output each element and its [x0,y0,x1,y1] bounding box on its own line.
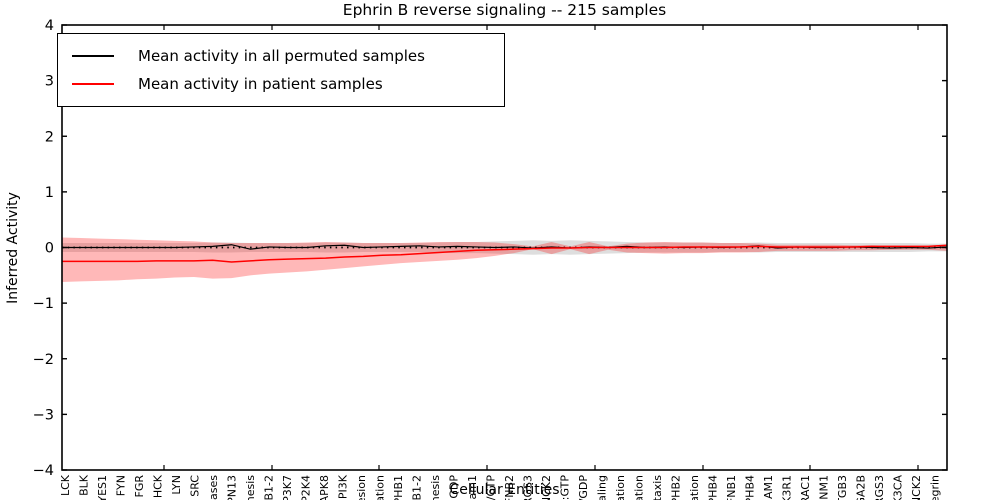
legend-label-patient: Mean activity in patient samples [138,75,383,93]
x-category-label: endothelial cell migration [374,475,387,500]
y-tick-label: 0 [45,241,54,257]
y-tick-label: 3 [45,74,54,90]
x-category-label: EPHB1 [392,475,405,500]
x-category-label: LYN [170,475,183,495]
x-category-label: Ephrin B1/EPHB1-2 [263,475,276,500]
x-category-label: cell adhesion [355,475,368,500]
x-category-label: HCK [152,474,165,498]
x-category-label: RAC1 [799,475,812,500]
x-category-label: PIK3CA [892,475,905,500]
x-category-label: MAPK8 [318,475,331,500]
x-category-label: Rac1/GTP [485,475,498,500]
legend-label-permuted: Mean activity in all permuted samples [138,47,425,65]
x-category-label: EPHB4 [744,475,757,500]
x-category-label: RGS3 [873,475,886,500]
band-1 [62,237,947,282]
x-category-label: Ephrin B1/EPHB1-2/RGS3 [522,475,535,500]
x-category-label: EPHB2 [670,475,683,500]
x-category-label: Rac1/GDP [577,475,590,500]
x-category-label: Ephrin B2/EPHB1-2 [411,475,424,500]
x-category-label: alphaIIb/beta3 Integrin [929,475,942,500]
x-category-label: MAP3K7 [281,475,294,500]
x-category-label: YES1 [96,475,109,500]
x-category-label: regulation of focal adhesion formation [614,475,627,500]
x-category-label: EFNB2 [503,475,516,500]
x-category-label: PI3K [337,474,350,499]
x-category-label: Ephrin B1/EPHB1-2/Tiam1 [466,475,479,500]
legend-entry-patient: Mean activity in patient samples [72,70,490,98]
x-category-label: Ephrin B1/EPHB1-2/NCK2 [540,475,553,500]
x-axis-label: Cellular Entities [449,482,560,498]
legend-line-patient-icon [72,83,114,85]
x-category-label: neuron projection morphogenesis [429,475,442,500]
x-category-label: mol:GTP [559,475,572,500]
y-tick-label: 1 [45,185,54,201]
x-category-label: ITGA2B [855,475,868,500]
legend-line-permuted-icon [72,55,114,57]
chart-title: Ephrin B reverse signaling -- 215 sample… [342,1,667,19]
x-category-label: DNM1 [818,475,831,500]
y-tick-label: −4 [33,463,54,479]
x-category-label: cell-cell signaling [596,475,609,500]
x-category-label: mol:GDP [448,475,461,500]
x-category-label: angiogenesis [244,475,257,500]
x-category-label: Ephrin B2/EPHB4 [707,475,720,500]
x-category-label: SRC [189,475,202,497]
x-category-label: PIK3R1 [781,475,794,500]
x-category-label: TIAM1 [762,475,775,500]
x-category-label: chemotaxis [651,475,664,500]
x-category-label: Ephrin B1/EPHB1-2/Src Family Kinases [207,475,220,500]
legend: Mean activity in all permuted samples Me… [57,33,505,107]
y-tick-label: 4 [45,18,54,34]
x-category-label: regulation of stress fiber formation [633,475,646,500]
y-tick-label: −1 [33,296,54,312]
series-line-1 [62,244,948,263]
x-category-label: NCK2 [910,475,923,500]
y-axis-label: Inferred Activity [5,192,21,304]
y-tick-label: 2 [45,129,54,145]
x-category-label: ITGB3 [836,475,849,500]
y-tick-label: −3 [33,407,54,423]
x-category-label: LCK [59,474,72,496]
x-category-label: FGR [133,475,146,498]
x-category-label: MAP2K4 [300,475,313,500]
x-category-label: FYN [115,475,128,496]
x-category-label: endothelial cell proliferation [688,475,701,500]
x-category-label: PTPN13 [226,475,239,500]
y-tick-label: −2 [33,352,54,368]
x-category-label: BLK [78,474,91,496]
legend-entry-permuted: Mean activity in all permuted samples [72,42,490,70]
x-category-label: EFNB1 [725,475,738,500]
